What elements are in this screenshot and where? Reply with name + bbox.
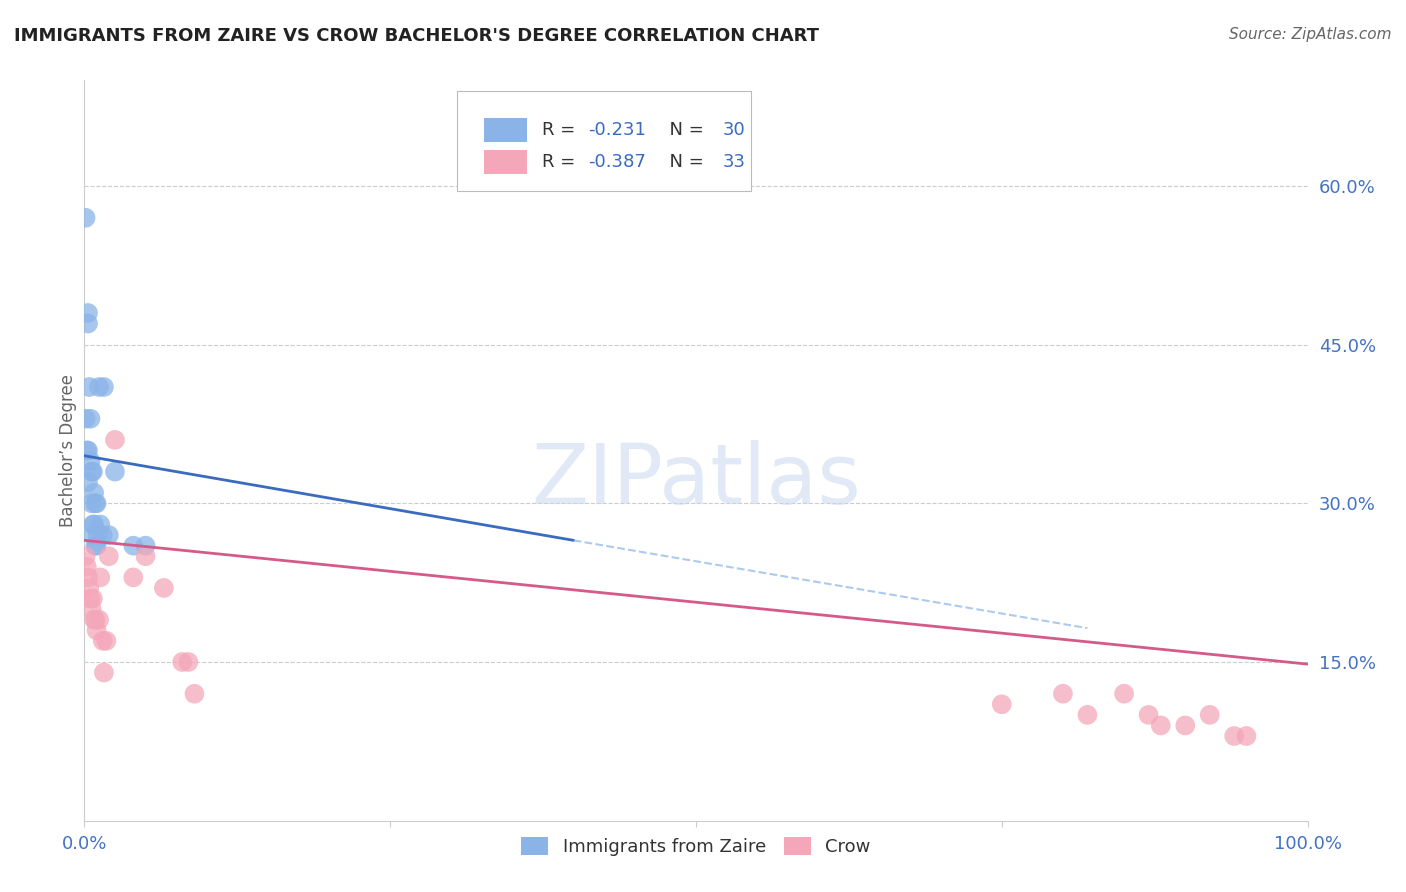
Point — [93, 380, 115, 394]
Point — [80, 602, 103, 616]
Point — [1137, 707, 1160, 722]
Point — [1114, 687, 1136, 701]
Text: N =: N = — [658, 153, 710, 170]
Point — [135, 539, 157, 553]
Text: R =: R = — [541, 121, 581, 139]
Text: N =: N = — [658, 121, 710, 139]
Point — [86, 539, 108, 553]
Text: IMMIGRANTS FROM ZAIRE VS CROW BACHELOR'S DEGREE CORRELATION CHART: IMMIGRANTS FROM ZAIRE VS CROW BACHELOR'S… — [14, 27, 820, 45]
Point — [89, 517, 111, 532]
Point — [177, 655, 200, 669]
FancyBboxPatch shape — [457, 91, 751, 191]
Point — [82, 528, 104, 542]
Point — [75, 211, 97, 225]
Point — [77, 570, 100, 584]
Point — [1150, 718, 1173, 732]
Point — [87, 380, 110, 394]
Point — [183, 687, 205, 701]
Point — [97, 528, 120, 542]
Point — [96, 633, 118, 648]
Text: -0.387: -0.387 — [588, 153, 647, 170]
Point — [76, 559, 98, 574]
Point — [1076, 707, 1098, 722]
Point — [79, 591, 101, 606]
Point — [83, 485, 105, 500]
Text: -0.231: -0.231 — [588, 121, 647, 139]
Text: 30: 30 — [723, 121, 745, 139]
Y-axis label: Bachelor’s Degree: Bachelor’s Degree — [59, 374, 77, 527]
Point — [1052, 687, 1074, 701]
Point — [104, 433, 127, 447]
Point — [87, 613, 110, 627]
Point — [87, 528, 110, 542]
Point — [172, 655, 194, 669]
Point — [1198, 707, 1220, 722]
Point — [79, 411, 101, 425]
Point — [104, 465, 127, 479]
Point — [122, 539, 145, 553]
Point — [1236, 729, 1258, 743]
Text: Source: ZipAtlas.com: Source: ZipAtlas.com — [1229, 27, 1392, 42]
Point — [82, 517, 104, 532]
Point — [79, 454, 101, 468]
Point — [77, 317, 100, 331]
Point — [80, 496, 103, 510]
Point — [84, 539, 107, 553]
Point — [1174, 718, 1197, 732]
Point — [77, 380, 100, 394]
Point — [84, 496, 107, 510]
Point — [91, 528, 114, 542]
Point — [83, 613, 105, 627]
Point — [91, 633, 114, 648]
Point — [153, 581, 176, 595]
Point — [82, 591, 104, 606]
Point — [76, 443, 98, 458]
Point — [135, 549, 157, 564]
Point — [83, 517, 105, 532]
Point — [75, 549, 97, 564]
Point — [97, 549, 120, 564]
Text: 33: 33 — [723, 153, 745, 170]
Text: R =: R = — [541, 153, 581, 170]
FancyBboxPatch shape — [484, 118, 527, 142]
FancyBboxPatch shape — [484, 150, 527, 174]
Point — [89, 570, 111, 584]
Point — [75, 411, 97, 425]
Point — [82, 465, 104, 479]
Point — [77, 443, 100, 458]
Point — [991, 698, 1014, 712]
Point — [77, 475, 100, 490]
Point — [77, 306, 100, 320]
Point — [77, 581, 100, 595]
Point — [80, 465, 103, 479]
Point — [122, 570, 145, 584]
Point — [84, 613, 107, 627]
Text: ZIPatlas: ZIPatlas — [531, 440, 860, 521]
Point — [93, 665, 115, 680]
Legend: Immigrants from Zaire, Crow: Immigrants from Zaire, Crow — [513, 830, 879, 863]
Point — [86, 624, 108, 638]
Point — [86, 496, 108, 510]
Point — [1223, 729, 1246, 743]
